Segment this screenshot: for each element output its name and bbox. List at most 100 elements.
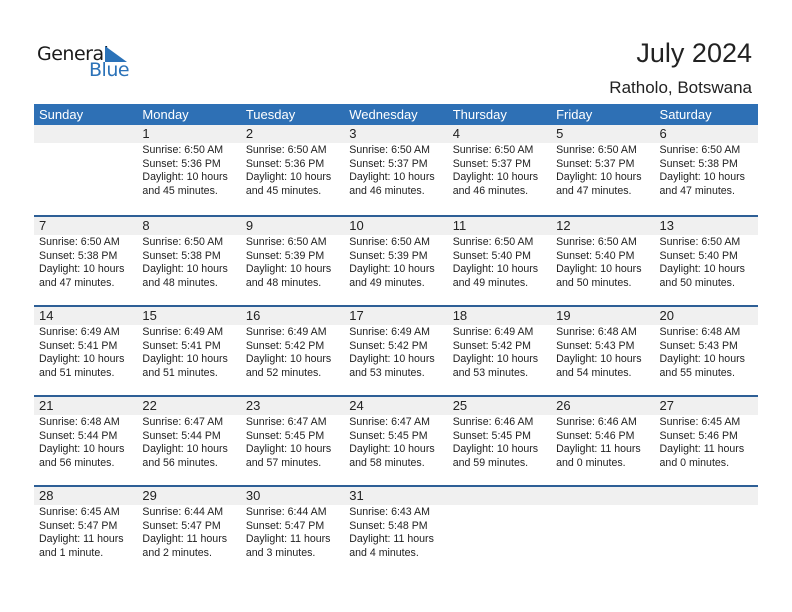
sunrise-text: Sunrise: 6:47 AM (245, 416, 327, 428)
day-number: 6 (659, 126, 667, 141)
week-row: 14 Sunrise: 6:49 AM Sunset: 5:41 PM Dayligh… (34, 305, 758, 395)
sunrise-text: Sunrise: 6:47 AM (349, 416, 430, 428)
day-cell: 1 Sunrise: 6:50 AM Sunset: 5:36 PM Daylight… (137, 125, 240, 215)
day-cell: 30 Sunrise: 6:44 AM Sunset: 5:47 PM Dayligh… (241, 487, 344, 575)
day-cell: 22 Sunrise: 6:47 AM Sunset: 5:44 PM Dayligh… (137, 397, 240, 485)
day-number: 20 (659, 308, 674, 323)
sunset-text: Sunset: 5:39 PM (349, 249, 428, 262)
day-number: 21 (39, 398, 54, 413)
day-number: 11 (452, 218, 467, 233)
daylight1-text: Daylight: 10 hours (245, 353, 332, 366)
weekday-thursday: Thursday (452, 107, 507, 122)
day-cell: 10 Sunrise: 6:50 AM Sunset: 5:39 PM Dayligh… (344, 217, 447, 305)
day-cell: 19 Sunrise: 6:48 AM Sunset: 5:43 PM Dayligh… (551, 307, 654, 395)
sunset-text: Sunset: 5:40 PM (556, 249, 635, 262)
daylight2-text: and 0 minutes. (659, 456, 730, 469)
week-row: 1 Sunrise: 6:50 AM Sunset: 5:36 PM Daylight… (34, 125, 758, 215)
day-number: 25 (452, 398, 468, 413)
daylight2-text: and 58 minutes. (349, 456, 425, 469)
sunset-text: Sunset: 5:44 PM (142, 429, 221, 442)
logo-text-blue: Blue (89, 59, 130, 81)
sunset-text: Sunset: 5:39 PM (245, 249, 325, 262)
sunset-text: Sunset: 5:36 PM (142, 157, 221, 170)
daylight1-text: Daylight: 10 hours (452, 171, 539, 184)
sunset-text: Sunset: 5:40 PM (452, 249, 532, 262)
sunrise-text: Sunrise: 6:49 AM (39, 326, 120, 338)
weekday-sunday: Sunday (39, 107, 84, 122)
sunrise-text: Sunrise: 6:46 AM (452, 416, 534, 428)
sunset-text: Sunset: 5:38 PM (39, 249, 118, 262)
daylight1-text: Daylight: 10 hours (142, 171, 228, 184)
sunrise-text: Sunrise: 6:43 AM (349, 506, 430, 518)
logo: General Blue (37, 43, 132, 83)
day-cell: 24 Sunrise: 6:47 AM Sunset: 5:45 PM Dayligh… (344, 397, 447, 485)
sunrise-text: Sunrise: 6:50 AM (452, 144, 534, 156)
day-cell: 5 Sunrise: 6:50 AM Sunset: 5:37 PM Daylight… (551, 125, 654, 215)
logo-text-general: General (37, 43, 109, 65)
day-cell: 7 Sunrise: 6:50 AM Sunset: 5:38 PM Daylight… (34, 217, 137, 305)
daylight1-text: Daylight: 10 hours (349, 171, 435, 184)
day-number: 10 (349, 218, 364, 233)
day-number: 30 (245, 488, 261, 503)
daylight2-text: and 0 minutes. (556, 456, 626, 469)
daylight1-text: Daylight: 11 hours (245, 533, 331, 546)
day-cell: 12 Sunrise: 6:50 AM Sunset: 5:40 PM Dayligh… (551, 217, 654, 305)
daylight2-text: and 53 minutes. (452, 366, 529, 379)
date-band (34, 487, 758, 505)
day-number: 19 (556, 308, 571, 323)
weekday-tuesday: Tuesday (245, 107, 296, 122)
sunrise-text: Sunrise: 6:49 AM (142, 326, 224, 338)
daylight2-text: and 46 minutes. (349, 184, 425, 197)
sunset-text: Sunset: 5:42 PM (245, 339, 325, 352)
daylight2-text: and 3 minutes. (245, 546, 316, 559)
sunrise-text: Sunrise: 6:50 AM (245, 144, 327, 156)
day-cell: 14 Sunrise: 6:49 AM Sunset: 5:41 PM Dayligh… (34, 307, 137, 395)
daylight2-text: and 56 minutes. (142, 456, 218, 469)
daylight1-text: Daylight: 10 hours (39, 443, 125, 456)
day-cell: 23 Sunrise: 6:47 AM Sunset: 5:45 PM Dayligh… (241, 397, 344, 485)
day-number: 24 (349, 398, 364, 413)
day-cell: 18 Sunrise: 6:49 AM Sunset: 5:42 PM Dayligh… (448, 307, 551, 395)
sunrise-text: Sunrise: 6:45 AM (39, 506, 120, 518)
sunrise-text: Sunrise: 6:44 AM (245, 506, 327, 518)
daylight2-text: and 2 minutes. (142, 546, 212, 559)
daylight1-text: Daylight: 11 hours (39, 533, 124, 546)
sunrise-text: Sunrise: 6:47 AM (142, 416, 224, 428)
day-cell: 20 Sunrise: 6:48 AM Sunset: 5:43 PM Dayligh… (655, 307, 758, 395)
day-number: 2 (245, 126, 254, 141)
sunset-text: Sunset: 5:38 PM (659, 157, 738, 170)
daylight2-text: and 53 minutes. (349, 366, 425, 379)
sunset-text: Sunset: 5:41 PM (39, 339, 118, 352)
empty-cell (34, 125, 137, 215)
daylight2-text: and 1 minute. (39, 546, 104, 559)
day-cell: 8 Sunrise: 6:50 AM Sunset: 5:38 PM Daylight… (137, 217, 240, 305)
daylight1-text: Daylight: 10 hours (659, 171, 745, 184)
sunset-text: Sunset: 5:46 PM (659, 429, 738, 442)
daylight2-text: and 46 minutes. (452, 184, 529, 197)
daylight1-text: Daylight: 10 hours (556, 171, 642, 184)
daylight2-text: and 45 minutes. (245, 184, 322, 197)
sunrise-text: Sunrise: 6:48 AM (659, 326, 741, 338)
empty-cell (551, 487, 654, 575)
sunrise-text: Sunrise: 6:49 AM (349, 326, 430, 338)
sunset-text: Sunset: 5:38 PM (142, 249, 221, 262)
daylight2-text: and 56 minutes. (39, 456, 115, 469)
sunrise-text: Sunrise: 6:50 AM (659, 144, 741, 156)
day-number: 7 (39, 218, 47, 233)
empty-cell (655, 487, 758, 575)
sunset-text: Sunset: 5:37 PM (349, 157, 428, 170)
daylight1-text: Daylight: 11 hours (349, 533, 434, 546)
day-number: 12 (556, 218, 571, 233)
daylight2-text: and 52 minutes. (245, 366, 322, 379)
day-number: 23 (245, 398, 261, 413)
daylight1-text: Daylight: 10 hours (452, 443, 539, 456)
day-cell: 28 Sunrise: 6:45 AM Sunset: 5:47 PM Dayligh… (34, 487, 137, 575)
sunrise-text: Sunrise: 6:49 AM (452, 326, 534, 338)
day-number: 1 (142, 126, 150, 141)
sunrise-text: Sunrise: 6:49 AM (245, 326, 327, 338)
day-cell: 31 Sunrise: 6:43 AM Sunset: 5:48 PM Dayligh… (344, 487, 447, 575)
day-cell: 11 Sunrise: 6:50 AM Sunset: 5:40 PM Dayligh… (448, 217, 551, 305)
sunrise-text: Sunrise: 6:50 AM (39, 236, 120, 248)
sunrise-text: Sunrise: 6:45 AM (659, 416, 741, 428)
date-band (34, 125, 758, 143)
